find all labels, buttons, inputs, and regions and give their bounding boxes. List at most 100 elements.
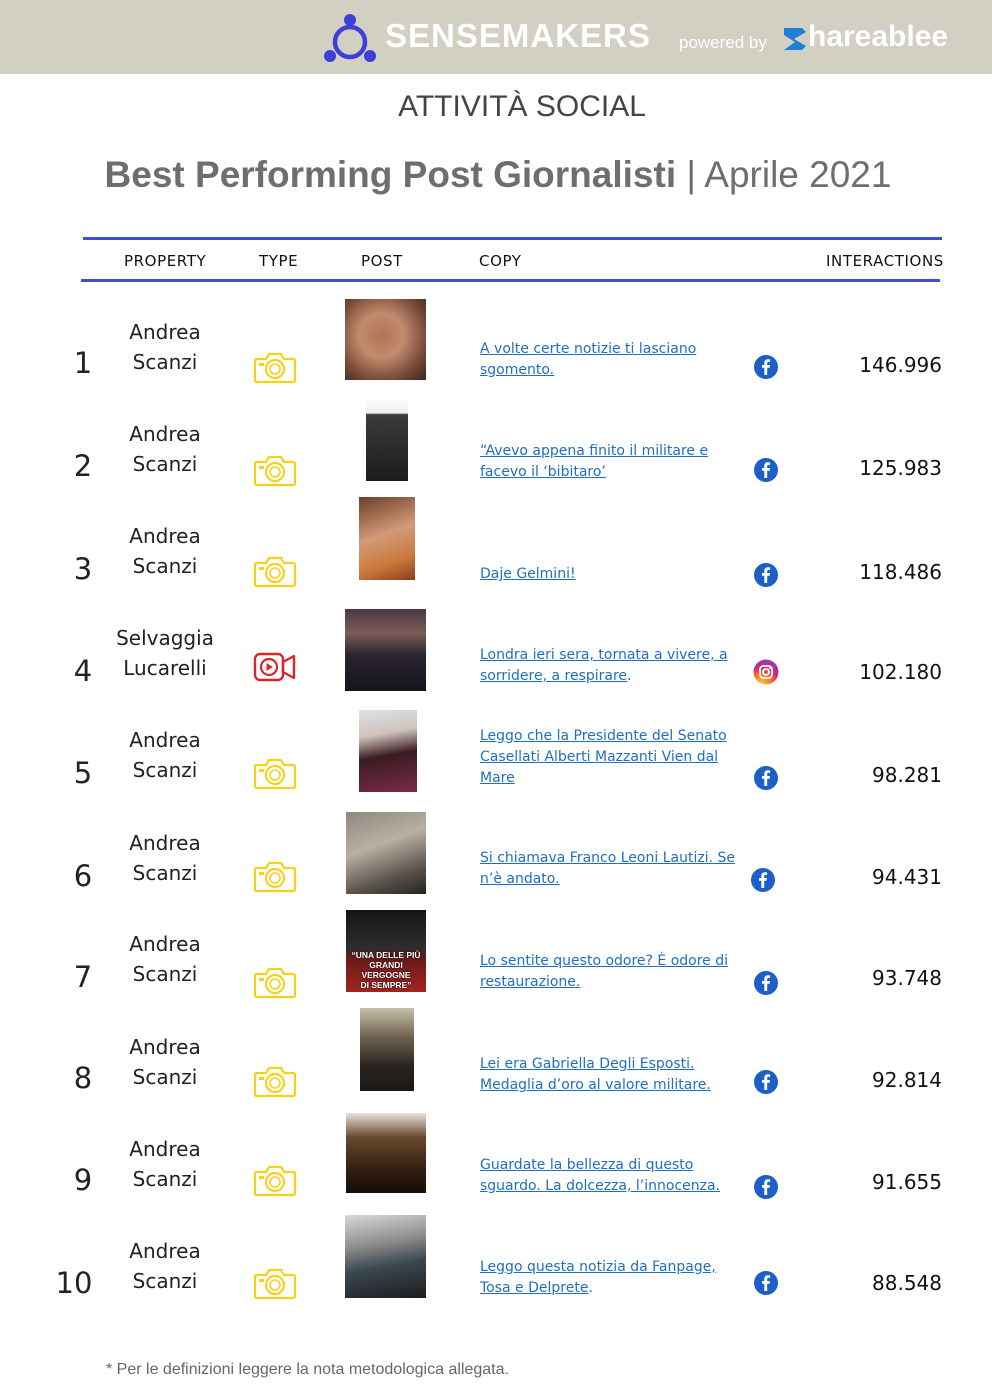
post-copy-link[interactable]: Leggo questa notizia da Fanpage, Tosa e … [480, 1259, 716, 1296]
rank-number: 6 [73, 859, 93, 893]
property-first-name: Andrea [129, 932, 201, 956]
post-thumbnail[interactable]: “UNA DELLE PIÙ GRANDI VERGOGNE DI SEMPRE” [346, 910, 426, 992]
property-name: Andrea Scanzi [95, 828, 235, 888]
property-first-name: Andrea [129, 1137, 201, 1161]
rank-number: 4 [73, 654, 93, 688]
camera-icon [253, 556, 297, 588]
camera-icon [253, 352, 297, 384]
camera-icon [253, 455, 297, 487]
facebook-icon [754, 971, 778, 995]
column-header-type: TYPE [259, 252, 299, 270]
post-copy-link[interactable]: Guardate la bellezza di questo sguardo. … [480, 1157, 721, 1194]
rank-number: 9 [73, 1163, 93, 1197]
column-header-interactions: INTERACTIONS [826, 252, 944, 270]
property-last-name: Scanzi [132, 962, 198, 986]
facebook-icon [754, 1175, 778, 1199]
post-copy-link[interactable]: Lo sentite questo odore? È odore di rest… [480, 953, 729, 990]
post-thumbnail[interactable] [359, 710, 417, 792]
rank-number: 1 [73, 346, 93, 380]
rank-number: 8 [73, 1061, 93, 1095]
post-copy: Londra ieri sera, tornata a vivere, a so… [480, 645, 742, 687]
rank-number: 7 [73, 960, 93, 994]
sensemakers-logo-icon [324, 14, 376, 62]
property-name: Selvaggia Lucarelli [95, 623, 235, 683]
table-row-9: 9 Andrea Scanzi Guardate la bellezza di … [0, 1113, 992, 1218]
interactions-value: 94.431 [872, 865, 942, 889]
post-copy: “Avevo appena finito il militare e facev… [480, 441, 742, 483]
post-copy-link[interactable]: Leggo che la Presidente del Senato Casel… [480, 728, 727, 786]
interactions-value: 102.180 [859, 660, 942, 684]
camera-icon [253, 861, 297, 893]
table-row-7: 7 Andrea Scanzi “UNA DELLE PIÙ GRANDI VER… [0, 910, 992, 1013]
property-name: Andrea Scanzi [95, 317, 235, 377]
camera-icon [253, 1165, 297, 1197]
interactions-value: 125.983 [859, 456, 942, 480]
property-first-name: Andrea [129, 831, 201, 855]
report-title-period: Aprile 2021 [704, 154, 892, 195]
post-thumbnail[interactable] [346, 1113, 426, 1193]
column-header-post: POST [361, 252, 403, 270]
post-thumbnail[interactable] [345, 1215, 426, 1298]
table-row-4: 4 Selvaggia Lucarelli Londra ieri sera, … [0, 605, 992, 707]
table-row-2: 2 Andrea Scanzi “Avevo appena finito il … [0, 398, 992, 503]
rank-number: 3 [73, 552, 93, 586]
post-thumbnail[interactable] [345, 609, 426, 691]
property-first-name: Andrea [129, 1239, 201, 1263]
property-first-name: Andrea [129, 728, 201, 752]
post-copy-link[interactable]: Lei era Gabriella Degli Esposti. Medagli… [480, 1056, 711, 1093]
post-copy-link[interactable]: Si chiamava Franco Leoni Lautizi. Se n’è… [480, 850, 735, 887]
camera-icon [253, 758, 297, 790]
post-copy: Daje Gelmini! [480, 564, 742, 585]
table-row-1: 1 Andrea Scanzi A volte certe notizie ti… [0, 299, 992, 401]
property-name: Andrea Scanzi [95, 521, 235, 581]
footnote: * Per le definizioni leggere la nota met… [106, 1361, 509, 1378]
post-thumbnail[interactable] [359, 497, 415, 580]
post-copy-link[interactable]: Londra ieri sera, tornata a vivere, a so… [480, 647, 728, 684]
report-title-main: Best Performing Post Giornalisti [104, 154, 677, 195]
post-thumbnail[interactable] [346, 812, 426, 894]
facebook-icon [754, 458, 778, 482]
report-title-separator: | [686, 154, 697, 195]
column-header-copy: COPY [479, 252, 522, 270]
post-thumbnail-caption-line: DI SEMPRE” [360, 980, 412, 990]
post-copy: Leggo questa notizia da Fanpage, Tosa e … [480, 1257, 742, 1299]
post-thumbnail[interactable] [360, 1008, 414, 1091]
property-last-name: Scanzi [132, 1269, 198, 1293]
table-header-rule [81, 279, 940, 282]
facebook-icon [754, 1070, 778, 1094]
post-copy: A volte certe notizie ti lasciano sgomen… [480, 339, 742, 381]
shareablee-logo-icon [784, 28, 806, 50]
interactions-value: 92.814 [872, 1068, 942, 1092]
camera-icon [253, 1066, 297, 1098]
post-copy-link[interactable]: “Avevo appena finito il militare e facev… [480, 443, 709, 480]
interactions-value: 91.655 [872, 1170, 942, 1194]
post-copy-link[interactable]: Daje Gelmini! [480, 566, 576, 582]
property-first-name: Selvaggia [116, 626, 214, 650]
table-row-3: 3 Andrea Scanzi Daje Gelmini! 118.486 [0, 497, 992, 605]
post-copy: Si chiamava Franco Leoni Lautizi. Se n’è… [480, 848, 742, 890]
property-last-name: Scanzi [132, 350, 198, 374]
post-thumbnail[interactable] [366, 398, 408, 481]
interactions-value: 93.748 [872, 966, 942, 990]
post-thumbnail[interactable] [345, 299, 426, 380]
post-copy-link[interactable]: A volte certe notizie ti lasciano sgomen… [480, 341, 697, 378]
interactions-value: 88.548 [872, 1271, 942, 1295]
property-last-name: Scanzi [132, 758, 198, 782]
report-title: Best Performing Post Giornalisti | April… [0, 154, 992, 196]
interactions-value: 118.486 [859, 560, 942, 584]
partner-name: hareablee [808, 20, 949, 53]
property-last-name: Lucarelli [123, 656, 207, 680]
property-last-name: Scanzi [132, 1065, 198, 1089]
post-copy-tail: . [627, 668, 632, 684]
post-copy: Leggo che la Presidente del Senato Casel… [480, 726, 742, 789]
property-first-name: Andrea [129, 524, 201, 548]
property-name: Andrea Scanzi [95, 1032, 235, 1092]
property-name: Andrea Scanzi [95, 1236, 235, 1296]
interactions-value: 146.996 [859, 353, 942, 377]
interactions-value: 98.281 [872, 763, 942, 787]
camera-icon [253, 1268, 297, 1300]
post-copy-tail: . [588, 1280, 593, 1296]
facebook-icon [751, 868, 775, 892]
property-first-name: Andrea [129, 320, 201, 344]
rank-number: 5 [73, 756, 93, 790]
